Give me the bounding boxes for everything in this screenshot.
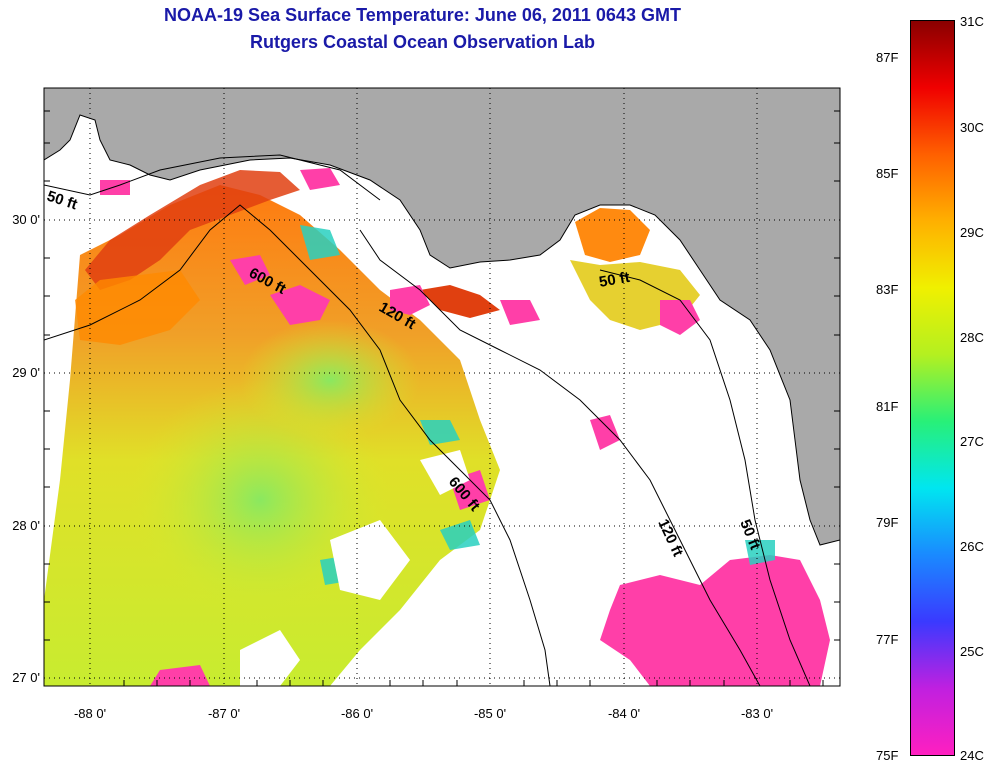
- chart-subtitle: Rutgers Coastal Ocean Observation Lab: [249, 32, 596, 52]
- colorbar-c-label: 28C: [960, 330, 984, 345]
- colorbar-c-label: 26C: [960, 539, 984, 554]
- tick-marks: [44, 110, 840, 686]
- colorbar-c-label: 27C: [960, 434, 984, 449]
- land-mass: [44, 88, 840, 545]
- lat-label: 27 0': [12, 670, 40, 685]
- colorbar-f-label: 83F: [876, 282, 899, 297]
- colorbar-f-label: 77F: [876, 632, 899, 647]
- lat-label: 30 0': [12, 212, 40, 227]
- bigbend-warm-patch: [575, 208, 650, 262]
- colorbar-f-label: 85F: [876, 166, 899, 181]
- lat-label: 28 0': [12, 518, 40, 533]
- colorbar-f-label: 87F: [876, 50, 899, 65]
- colorbar-f-label: 81F: [876, 399, 899, 414]
- chart-title: NOAA-19 Sea Surface Temperature: June 06…: [164, 5, 681, 25]
- lon-label: -85 0': [473, 706, 507, 721]
- lon-label: -84 0': [607, 706, 641, 721]
- colorbar-c-label: 29C: [960, 225, 984, 240]
- lon-label: -88 0': [73, 706, 107, 721]
- colorbar-c-label: 25C: [960, 644, 984, 659]
- lon-label: -86 0': [340, 706, 374, 721]
- contour-label: 50 ft: [598, 269, 631, 291]
- hot-coastal-band: [75, 270, 200, 345]
- isobath-50ft: [44, 154, 381, 201]
- isobath-50ft: [599, 269, 811, 686]
- lon-label: -87 0': [207, 706, 241, 721]
- lat-label: 29 0': [12, 365, 40, 380]
- hot-coastal-band: [85, 170, 300, 290]
- cloud-gaps: [240, 450, 470, 686]
- map-frame: [43, 87, 841, 687]
- colorbar-f-label: 79F: [876, 515, 899, 530]
- map-area: [44, 88, 840, 686]
- isobath-600ft: [44, 204, 551, 686]
- lon-label: -83 0': [740, 706, 774, 721]
- colorbar-c-label: 24C: [960, 748, 984, 763]
- colorbar: [910, 20, 955, 756]
- warm-pool: [240, 320, 420, 440]
- isobath-120ft: [359, 229, 761, 686]
- colorbar-c-label: 30C: [960, 120, 984, 135]
- colorbar-c-label: 31C: [960, 14, 984, 29]
- colorbar-f-label: 75F: [876, 748, 899, 763]
- coastline: [44, 114, 840, 546]
